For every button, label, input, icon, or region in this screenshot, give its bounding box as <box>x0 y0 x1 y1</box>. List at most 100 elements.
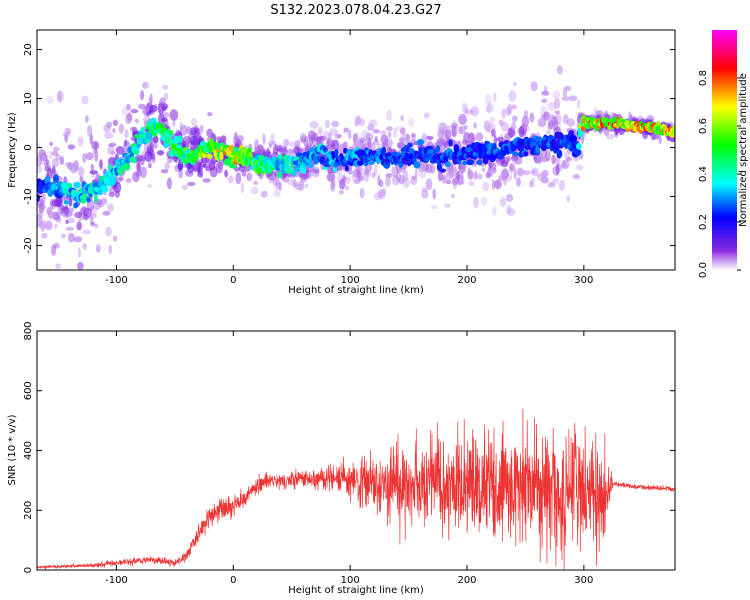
spectrogram-blob <box>89 205 97 217</box>
spectrogram-blob <box>178 167 183 179</box>
spectrogram-blob <box>566 195 570 202</box>
spectrogram-blob <box>89 133 94 145</box>
spectrogram-blob <box>562 86 568 99</box>
spectrogram-blob <box>374 136 379 143</box>
spectrogram-blob <box>511 121 517 131</box>
spectrogram-ridge-blob <box>73 202 78 209</box>
spectrogram-blob <box>125 103 131 111</box>
spectrogram-ridge-blob <box>199 140 207 148</box>
spectrogram-blob <box>355 115 362 126</box>
spectrogram-blob <box>324 119 330 129</box>
spectrogram-blob <box>541 90 550 96</box>
spectrogram-blob <box>55 216 62 223</box>
spectrogram-blob <box>283 145 287 154</box>
spectrogram-blob <box>323 130 329 141</box>
spectrogram-blob <box>556 65 563 75</box>
spectrogram-blob <box>299 173 308 180</box>
spectrogram-blob <box>379 130 387 136</box>
spectrogram-blob <box>518 126 525 138</box>
spectrogram-blob <box>438 174 446 181</box>
spectrogram-ridge-blob <box>344 165 349 172</box>
y-tick-label: 400 <box>23 441 34 460</box>
spectrogram-blob <box>658 135 662 145</box>
spectrogram-blob <box>492 206 497 216</box>
spectrogram-blob <box>548 115 558 120</box>
spectrogram-blob <box>508 90 517 102</box>
spectrogram-blob <box>104 226 112 237</box>
spectrogram-blob <box>516 177 521 187</box>
spectrogram-blob <box>421 188 429 199</box>
spectrogram-blob <box>470 106 480 117</box>
spectrogram-blob <box>326 138 330 150</box>
spectrogram-blob <box>512 115 518 122</box>
spectrogram-blob <box>59 156 64 166</box>
spectrogram-blob <box>505 193 514 202</box>
spectrogram-blob <box>94 223 99 229</box>
spectrogram-blob <box>113 181 122 194</box>
spectrogram-blob <box>277 144 283 153</box>
spectrogram-blob <box>355 136 360 147</box>
spectrogram-blob <box>467 169 474 180</box>
spectrogram-blob <box>364 167 372 178</box>
spectrogram-blob <box>112 235 118 242</box>
spectrogram-blob <box>360 129 370 141</box>
spectrogram-blob <box>359 176 367 181</box>
spectrogram-heatmap <box>37 65 675 270</box>
spectrogram-blob <box>475 132 484 142</box>
spectrogram-blob <box>157 113 165 125</box>
spectrogram-ridge-blob <box>96 189 104 196</box>
spectrogram-blob <box>378 179 384 188</box>
spectrogram-blob <box>162 84 169 90</box>
spectrogram-blob <box>367 137 372 148</box>
spectrogram-blob <box>386 109 393 122</box>
spectrogram-blob <box>448 163 457 176</box>
spectrogram-blob <box>274 144 284 151</box>
spectrogram-ridge-blob <box>206 153 213 159</box>
spectrogram-blob <box>566 157 572 162</box>
spectrogram-blob <box>140 90 145 101</box>
spectrogram-blob <box>136 169 142 176</box>
spectrogram-blob <box>491 128 496 137</box>
spectrogram-blob <box>444 203 451 208</box>
spectrogram-blob <box>82 213 89 221</box>
spectrogram-blob <box>134 118 140 124</box>
colorbar-tick-label: 0.6 <box>698 118 709 134</box>
spectrogram-blob <box>336 133 343 139</box>
y-tick-label: 600 <box>23 381 34 400</box>
spectrogram-blob <box>253 145 263 151</box>
spectrogram-blob <box>540 176 549 184</box>
spectrogram-blob <box>456 170 461 181</box>
snr-x-axis-label: Height of straight line (km) <box>288 585 424 596</box>
spectrogram-blob <box>55 263 61 270</box>
spectrogram-blob <box>542 169 549 178</box>
spectrogram-ridge-blob <box>367 160 376 165</box>
spectrogram-blob <box>512 81 517 87</box>
spectrogram-blob <box>551 154 556 165</box>
spectrogram-blob <box>254 138 259 149</box>
spectrogram-blob <box>411 132 416 138</box>
spectrogram-blob <box>530 81 538 92</box>
spectrogram-blob <box>319 135 327 141</box>
spectrogram-blob <box>444 172 453 181</box>
y-tick-label: 20 <box>23 43 34 56</box>
spectrogram-blob <box>451 194 455 199</box>
spectrogram-blob <box>309 120 319 129</box>
spectrogram-blob <box>77 247 81 258</box>
spectrogram-blob <box>343 127 349 133</box>
spectrogram-blob <box>508 128 513 137</box>
spectrogram-blob <box>541 98 547 104</box>
spectrogram-blob <box>164 161 170 171</box>
spectrogram-blob <box>186 126 191 135</box>
spectrogram-blob <box>547 113 556 123</box>
spectrogram-blob <box>149 93 153 105</box>
spectrogram-ridge-blob <box>575 142 582 150</box>
spectrogram-blob <box>85 152 94 161</box>
spectrogram-blob <box>498 174 507 182</box>
spectrogram-blob <box>330 180 336 192</box>
spectrogram-blob <box>224 169 229 178</box>
spectrogram-blob <box>313 169 320 174</box>
spectrogram-blob <box>118 123 124 134</box>
spectrogram-blob <box>537 173 544 181</box>
spectrogram-blob <box>451 177 458 186</box>
